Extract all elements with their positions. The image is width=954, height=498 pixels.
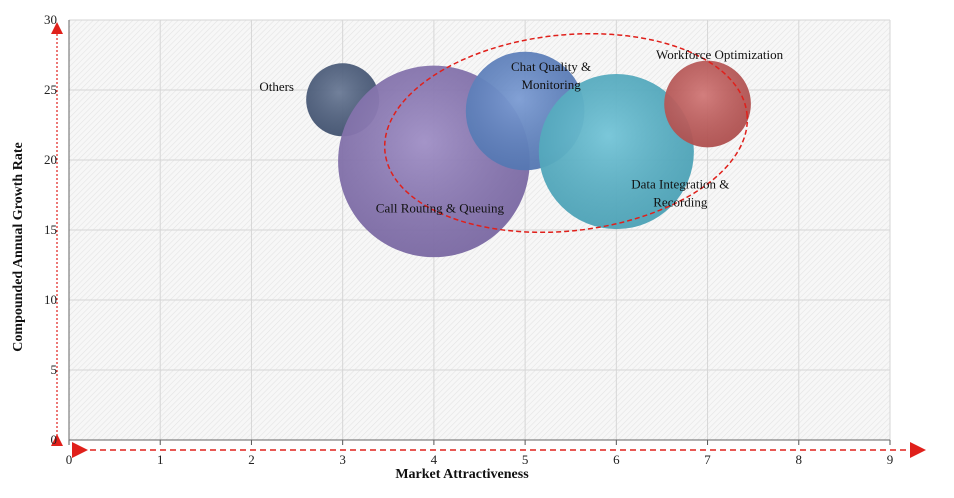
x-tick-label: 8 [796, 452, 803, 467]
bubble-shading [664, 60, 751, 148]
bubble-label-line: Monitoring [521, 77, 581, 92]
bubbles [306, 51, 751, 258]
y-tick-label: 10 [44, 292, 57, 307]
bubble-label: Call Routing & Queuing [376, 200, 505, 215]
bubble-labels: Others Call Routing & Queuing Chat Quality… [259, 47, 783, 215]
bubble-label: Data Integration & Recording [631, 177, 729, 210]
bubble-shading [538, 74, 694, 230]
x-tick-label: 7 [704, 452, 711, 467]
bubble-label: Others [259, 79, 294, 94]
y-tick-label: 15 [44, 222, 57, 237]
bubble-label-line: Data Integration & [631, 177, 729, 192]
x-axis-title: Market Attractiveness [395, 467, 529, 482]
x-tick-label: 2 [248, 452, 255, 467]
tick-labels: 0 1 2 3 4 5 6 7 8 9 0 5 10 15 20 25 30 [44, 12, 893, 467]
y-tick-label: 0 [51, 432, 58, 447]
bubble-label-line: Recording [653, 195, 708, 210]
x-tick-label: 9 [887, 452, 894, 467]
x-tick-label: 1 [157, 452, 164, 467]
bubble-label: Workforce Optimization [656, 47, 784, 62]
x-tick-label: 5 [522, 452, 529, 467]
x-tick-label: 4 [431, 452, 438, 467]
x-tick-label: 6 [613, 452, 620, 467]
y-axis-title: Compounded Annual Growth Rate [11, 142, 26, 351]
bubble-label: Chat Quality & Monitoring [511, 59, 591, 92]
y-tick-label: 30 [44, 12, 57, 27]
y-tick-label: 5 [51, 362, 58, 377]
highlight-ellipse [383, 32, 749, 234]
x-tick-label: 0 [66, 452, 73, 467]
bubble-label-line: Chat Quality & [511, 59, 591, 74]
y-tick-label: 20 [44, 152, 57, 167]
highlight-group [383, 32, 749, 234]
axes [51, 20, 926, 458]
x-tick-label: 3 [339, 452, 346, 467]
y-tick-label: 25 [44, 82, 57, 97]
